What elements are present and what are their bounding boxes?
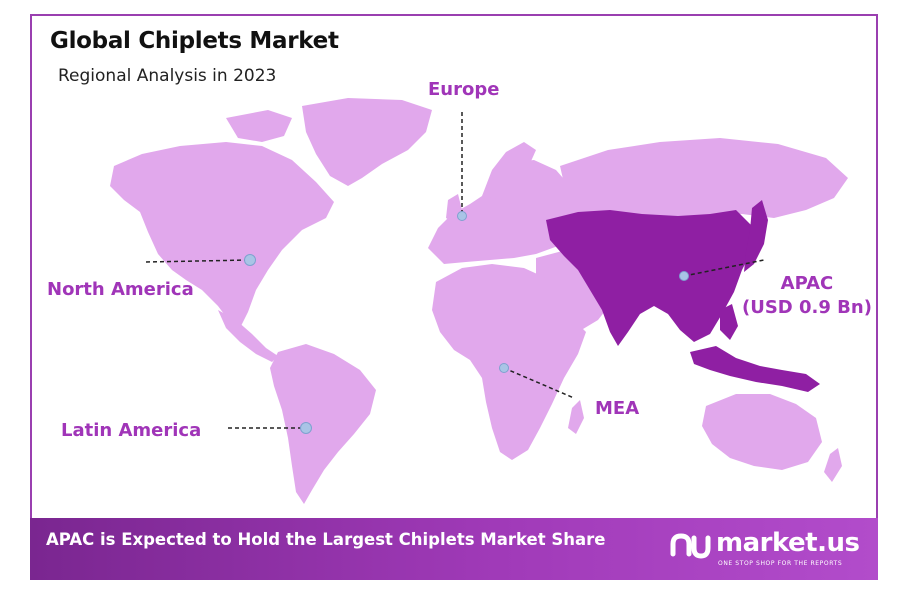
apac-name: APAC xyxy=(780,273,834,294)
russia-landmass xyxy=(560,138,848,228)
australia-landmass xyxy=(702,394,822,470)
greenland-landmass xyxy=(302,98,432,186)
brand-name: market.us xyxy=(716,528,860,558)
south-america-landmass xyxy=(270,344,376,504)
footer-banner: APAC is Expected to Hold the Largest Chi… xyxy=(30,518,878,580)
europe-landmass xyxy=(428,160,578,264)
brand-block: market.us ONE STOP SHOP FOR THE REPORTS xyxy=(670,528,870,572)
brand-tagline: ONE STOP SHOP FOR THE REPORTS xyxy=(718,560,843,567)
apac-label: APAC (USD 0.9 Bn) xyxy=(742,272,872,320)
north-america-landmass xyxy=(110,142,334,328)
mea-marker xyxy=(499,363,509,373)
north-america-label: North America xyxy=(47,279,194,300)
market-us-logo-icon xyxy=(670,533,711,559)
latin-america-marker xyxy=(300,422,312,434)
north-america-leader-line xyxy=(145,259,251,263)
footer-headline: APAC is Expected to Hold the Largest Chi… xyxy=(46,530,606,549)
mea-label: MEA xyxy=(595,398,640,419)
philippines-landmass xyxy=(720,304,738,340)
madagascar-landmass xyxy=(568,400,584,434)
new-zealand-landmass xyxy=(824,448,842,482)
arctic-islands-landmass xyxy=(226,110,292,142)
southeast-asia-landmass xyxy=(690,346,820,392)
apac-value: (USD 0.9 Bn) xyxy=(742,297,872,318)
scandinavia-landmass xyxy=(482,142,536,200)
europe-marker xyxy=(457,211,467,221)
mea-leader-line xyxy=(503,367,575,399)
page-subtitle: Regional Analysis in 2023 xyxy=(58,66,277,86)
page-title: Global Chiplets Market xyxy=(50,28,339,54)
north-america-marker xyxy=(244,254,256,266)
africa-landmass xyxy=(432,264,586,460)
world-map xyxy=(110,98,848,504)
europe-label: Europe xyxy=(428,79,500,100)
japan-landmass xyxy=(744,200,768,272)
central-america-landmass xyxy=(218,310,278,362)
apac-marker xyxy=(679,271,689,281)
latin-america-label: Latin America xyxy=(61,420,202,441)
apac-landmass xyxy=(546,210,752,346)
